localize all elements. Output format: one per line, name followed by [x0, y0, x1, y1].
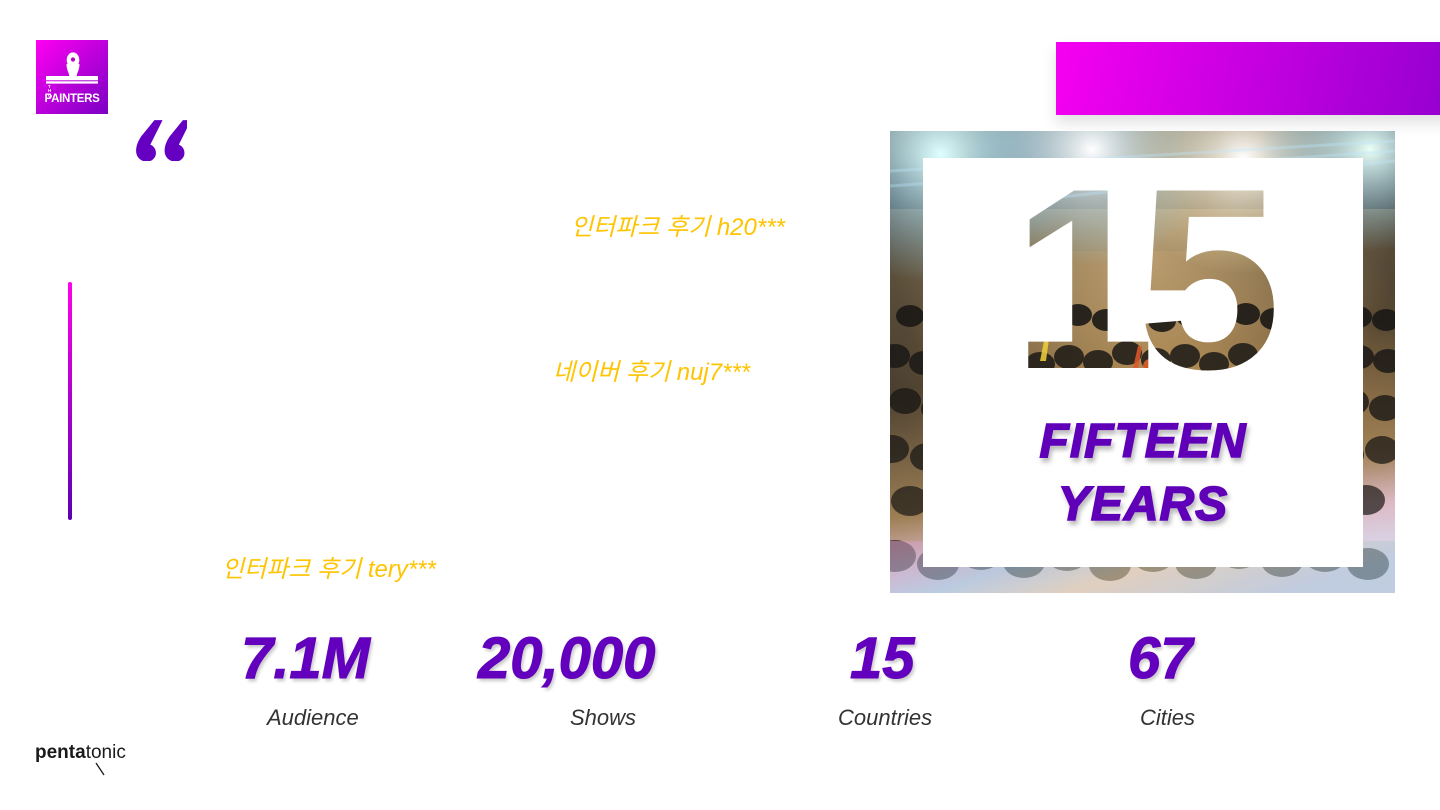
- svg-text:PAINTERS: PAINTERS: [45, 93, 101, 105]
- svg-text:FIFTEEN: FIFTEEN: [1040, 415, 1247, 468]
- svg-text:YEARS: YEARS: [1058, 478, 1228, 531]
